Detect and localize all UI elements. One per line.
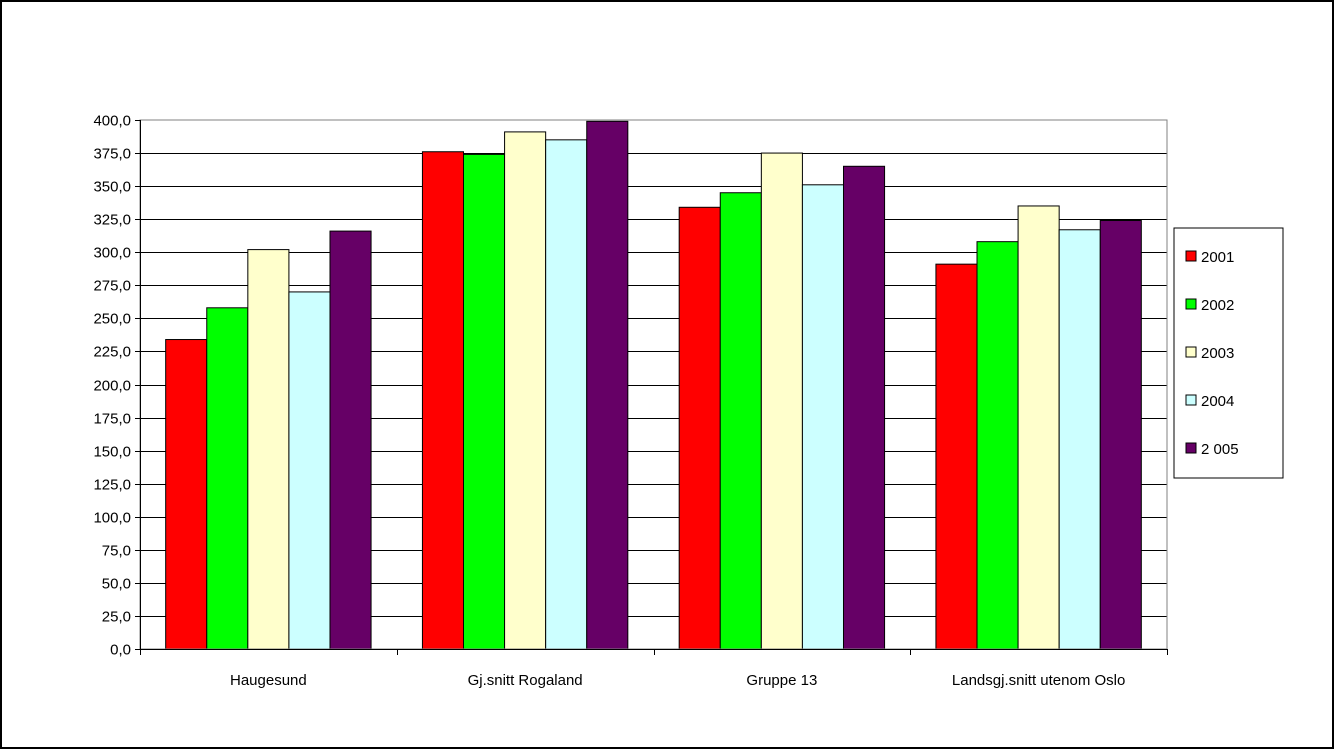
x-tick-label: Gruppe 13 xyxy=(746,672,817,689)
y-tick-label: 0,0 xyxy=(110,642,131,659)
legend-swatch xyxy=(1185,346,1197,358)
y-tick-label: 150,0 xyxy=(93,444,131,461)
bar xyxy=(288,291,331,650)
bar xyxy=(421,151,465,650)
bar xyxy=(504,131,547,650)
x-tick-label: Landsgj.snitt utenom Oslo xyxy=(952,672,1125,689)
y-tick-label: 275,0 xyxy=(93,278,131,295)
y-tick-label: 100,0 xyxy=(93,510,131,527)
bar xyxy=(1058,229,1101,650)
y-tick-label: 325,0 xyxy=(93,212,131,229)
legend-label: 2003 xyxy=(1201,345,1234,362)
bar xyxy=(935,263,978,650)
bar xyxy=(247,249,290,650)
bar xyxy=(976,241,1019,650)
y-tick-label: 125,0 xyxy=(93,477,131,494)
x-tick-label: Gj.snitt Rogaland xyxy=(468,672,583,689)
bar xyxy=(586,120,629,650)
axes: 0,0 25,0 50,0 75,0 100,0 125,0 150,0 175,0 200,0… xyxy=(93,113,1168,689)
legend-swatch xyxy=(1185,298,1197,310)
y-tick-label: 350,0 xyxy=(93,179,131,196)
legend-label: 2002 xyxy=(1201,297,1234,314)
legend-label: 2 005 xyxy=(1201,441,1239,458)
legend-label: 2004 xyxy=(1201,393,1234,410)
bar xyxy=(1099,220,1142,650)
y-tick-label: 200,0 xyxy=(93,378,131,395)
legend-swatch xyxy=(1185,442,1197,454)
bar xyxy=(329,230,372,650)
legend-swatch xyxy=(1185,394,1197,406)
y-tick-label: 75,0 xyxy=(102,543,131,560)
x-tick-label: Haugesund xyxy=(230,672,307,689)
bar xyxy=(1017,205,1060,650)
y-tick-label: 300,0 xyxy=(93,245,131,262)
y-tick-label: 225,0 xyxy=(93,344,131,361)
bar xyxy=(463,153,506,650)
y-tick-label: 50,0 xyxy=(102,576,131,593)
bar xyxy=(760,152,803,650)
y-tick-label: 400,0 xyxy=(93,113,131,130)
bar xyxy=(165,339,208,650)
bar xyxy=(842,165,886,650)
bar xyxy=(206,307,249,650)
bar xyxy=(719,192,762,650)
y-tick-label: 175,0 xyxy=(93,411,131,428)
bars xyxy=(165,120,1142,650)
y-tick-label: 250,0 xyxy=(93,311,131,328)
y-tick-label: 25,0 xyxy=(102,609,131,626)
bar xyxy=(545,139,588,650)
y-tick-label: 375,0 xyxy=(93,146,131,163)
bar xyxy=(678,206,721,650)
bar xyxy=(801,184,844,650)
legend: 2001 2002 2003 2004 2 005 xyxy=(1173,227,1284,479)
legend-label: 2001 xyxy=(1201,249,1234,266)
legend-swatch xyxy=(1185,250,1197,262)
